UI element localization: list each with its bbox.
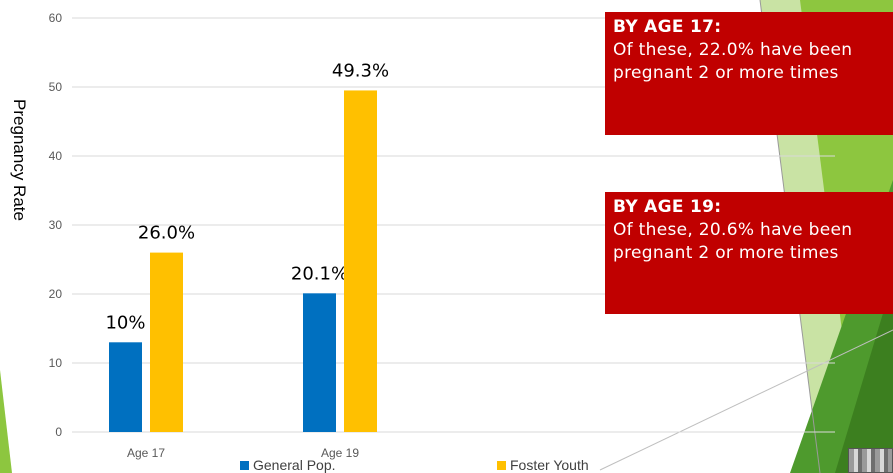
y-tick-label: 30 bbox=[49, 218, 63, 232]
callout-heading: BY AGE 17: bbox=[613, 17, 722, 37]
green-decoration-left bbox=[0, 370, 12, 473]
callout-heading: BY AGE 19: bbox=[613, 197, 722, 217]
legend-swatch bbox=[497, 461, 506, 470]
bar bbox=[109, 342, 142, 432]
y-tick-label: 20 bbox=[49, 287, 63, 301]
data-label: 49.3% bbox=[332, 60, 389, 81]
callout-age-17: BY AGE 17: Of these, 22.0% have been pre… bbox=[605, 12, 893, 135]
y-axis-label-group: Pregnancy Rate bbox=[10, 99, 29, 221]
bar bbox=[344, 90, 377, 432]
y-tick-label: 10 bbox=[49, 356, 63, 370]
legend-swatch bbox=[240, 461, 249, 470]
data-label: 10% bbox=[105, 312, 145, 333]
callout-text: Of these, 20.6% have been pregnant 2 or … bbox=[613, 220, 853, 263]
x-tick-label: Age 17 bbox=[127, 446, 165, 460]
data-label: 20.1% bbox=[291, 263, 348, 284]
y-tick-label: 40 bbox=[49, 149, 63, 163]
callout-text: Of these, 22.0% have been pregnant 2 or … bbox=[613, 40, 853, 83]
legend: General Pop. Foster Youth bbox=[240, 457, 589, 473]
callout-age-19: BY AGE 19: Of these, 20.6% have been pre… bbox=[605, 192, 893, 314]
y-tick-label: 0 bbox=[55, 425, 62, 439]
legend-label: Foster Youth bbox=[510, 457, 589, 473]
bar bbox=[150, 252, 183, 432]
y-axis-label: Pregnancy Rate bbox=[10, 99, 29, 221]
x-tick-label: Age 19 bbox=[321, 446, 359, 460]
group-photo-image bbox=[848, 448, 893, 473]
y-tick-label: 60 bbox=[49, 11, 63, 25]
data-label: 26.0% bbox=[138, 223, 195, 244]
legend-label: General Pop. bbox=[253, 457, 336, 473]
bar bbox=[303, 293, 336, 432]
y-tick-label: 50 bbox=[49, 80, 63, 94]
